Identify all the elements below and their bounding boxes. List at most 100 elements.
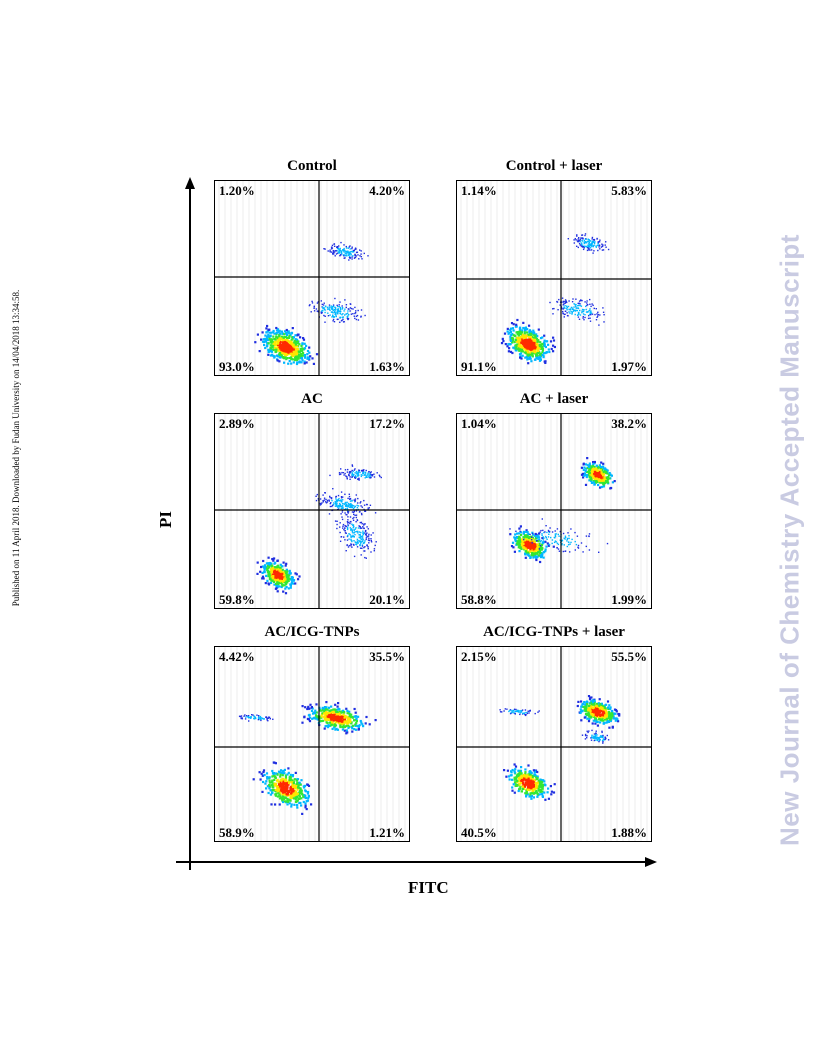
event-point	[588, 239, 590, 241]
event-point	[539, 540, 542, 543]
event-point	[291, 796, 294, 799]
event-point	[543, 339, 546, 342]
event-point	[358, 479, 360, 481]
event-point	[374, 544, 376, 547]
event-point	[532, 546, 535, 549]
event-point	[346, 477, 348, 479]
event-point	[582, 463, 585, 466]
event-point	[513, 536, 516, 539]
event-point	[340, 513, 342, 515]
event-point	[534, 358, 537, 361]
event-point	[333, 251, 336, 253]
event-point	[591, 303, 593, 305]
event-point	[361, 513, 363, 516]
event-point	[587, 470, 590, 473]
event-point	[590, 305, 592, 308]
event-point	[295, 353, 298, 356]
event-point	[368, 507, 370, 509]
panel-title: Control + laser	[505, 158, 603, 174]
event-point	[518, 550, 521, 553]
event-point	[512, 339, 515, 342]
event-point	[365, 503, 368, 506]
event-point	[527, 777, 530, 780]
event-point	[268, 331, 271, 334]
event-point	[346, 527, 349, 530]
event-point	[534, 535, 537, 538]
event-point	[302, 795, 305, 798]
event-point	[289, 785, 293, 788]
event-point	[564, 307, 566, 309]
event-point	[595, 464, 598, 467]
event-point	[256, 572, 259, 575]
event-point	[311, 707, 314, 710]
event-point	[529, 793, 532, 796]
event-point	[592, 480, 595, 483]
event-point	[527, 544, 530, 547]
event-point	[262, 559, 265, 563]
event-point	[283, 361, 286, 364]
event-point	[594, 473, 597, 476]
event-point	[605, 703, 608, 706]
event-point	[606, 700, 610, 703]
event-point	[290, 356, 293, 359]
event-point	[334, 716, 337, 719]
event-point	[276, 573, 279, 576]
event-point	[290, 577, 293, 580]
event-point	[576, 309, 578, 312]
event-point	[285, 353, 288, 356]
event-point	[350, 722, 353, 725]
event-point	[345, 532, 347, 534]
event-point	[365, 534, 367, 536]
event-point	[289, 572, 292, 575]
event-point	[529, 357, 532, 360]
event-point	[322, 306, 324, 308]
event-point	[529, 546, 532, 550]
event-point	[285, 332, 288, 335]
event-point	[539, 531, 541, 533]
event-point	[296, 792, 299, 795]
event-point	[508, 331, 511, 334]
event-point	[349, 478, 351, 480]
event-point	[359, 521, 361, 524]
event-point	[526, 793, 529, 796]
event-point	[588, 533, 591, 535]
event-point	[357, 728, 360, 731]
event-point	[541, 537, 544, 540]
event-point	[269, 334, 272, 337]
event-point	[314, 717, 317, 720]
event-point	[275, 329, 279, 332]
event-point	[262, 340, 266, 344]
event-point	[515, 784, 518, 787]
event-point	[527, 781, 531, 784]
event-point	[373, 548, 376, 550]
event-point	[591, 245, 593, 247]
event-point	[566, 312, 568, 314]
event-point	[586, 470, 589, 474]
event-point	[308, 304, 311, 307]
event-point	[336, 523, 338, 526]
event-point	[296, 351, 300, 354]
event-point	[528, 346, 531, 349]
event-point	[322, 304, 325, 306]
event-point	[279, 581, 283, 584]
event-point	[362, 472, 364, 475]
event-point	[583, 239, 586, 242]
event-point	[290, 778, 293, 781]
event-point	[339, 472, 341, 474]
event-point	[298, 792, 301, 795]
event-point	[281, 784, 284, 787]
event-point	[358, 539, 360, 542]
event-point	[542, 529, 544, 532]
event-point	[538, 793, 541, 796]
event-point	[524, 777, 527, 781]
event-point	[511, 541, 515, 544]
event-point	[260, 338, 263, 341]
event-point	[273, 574, 276, 578]
event-point	[590, 481, 593, 484]
event-point	[293, 344, 296, 347]
event-point	[355, 476, 357, 478]
event-point	[335, 312, 337, 314]
event-point	[334, 721, 337, 724]
event-point	[336, 250, 338, 252]
